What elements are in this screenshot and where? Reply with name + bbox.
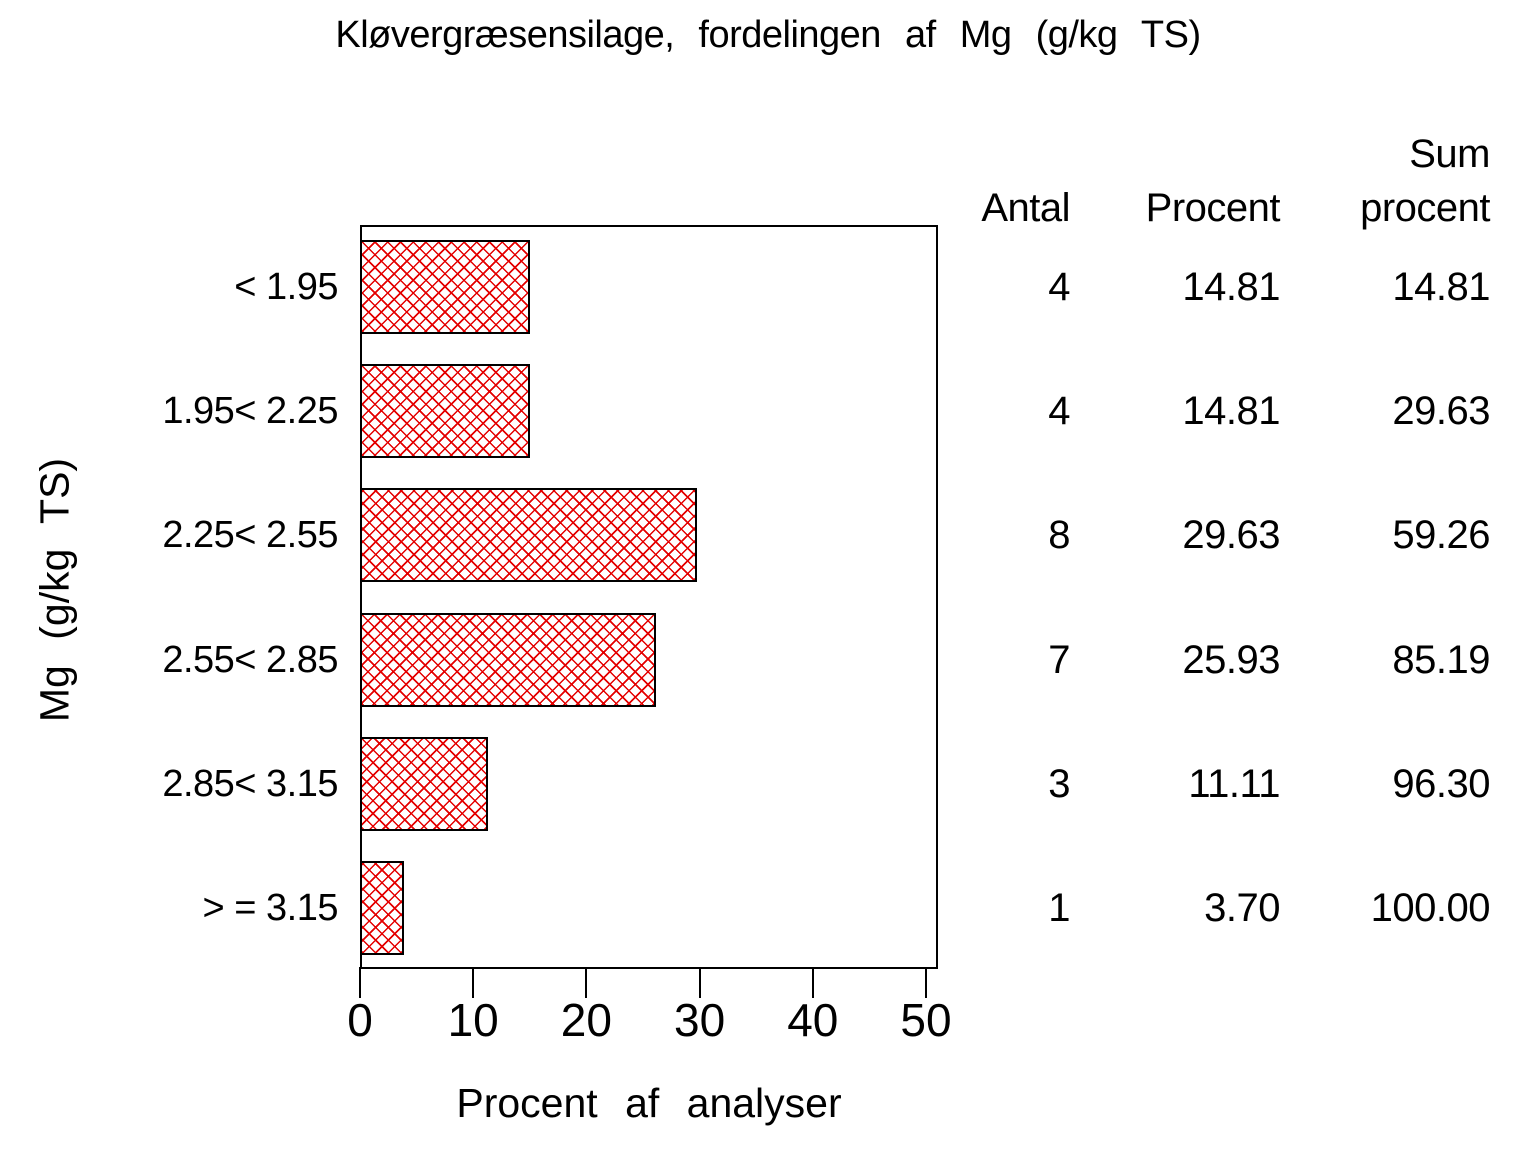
cell-procent: 25.93 [1182,637,1280,682]
x-tick-mark [925,967,927,998]
table-row: 1 3.70 100.00 [880,884,1490,932]
bar [360,488,697,583]
category-label: 2.55< 2.85 [162,638,338,681]
category-label: < 1.95 [234,266,338,308]
stats-header-line1: Sum [880,130,1490,178]
bar [360,736,488,831]
x-tick-mark [698,967,701,998]
table-row: 4 14.81 29.63 [880,387,1490,435]
table-row: 7 25.93 85.19 [880,636,1490,684]
x-tick-mark [585,967,588,998]
cell-antal: 7 [1048,637,1070,682]
cell-sum_procent: 96.30 [1392,761,1490,806]
stats-header-line2: Antal Procent procent [880,184,1490,232]
x-tick-label: 10 [447,994,499,1046]
category-label: 1.95< 2.25 [162,390,338,433]
header-sum-line1: Sum [1409,132,1490,176]
cell-sum_procent: 29.63 [1392,389,1490,434]
category-label: 2.85< 3.15 [162,762,338,805]
chart-title: Kløvergræsensilage, fordelingen af Mg (g… [335,14,1201,56]
x-tick-mark [359,967,361,998]
category-label: > = 3.15 [202,886,339,929]
x-tick-mark [472,967,475,998]
cell-sum_procent: 85.19 [1392,637,1490,682]
x-tick-label: 40 [787,994,839,1046]
plot-area [360,225,938,969]
cell-procent: 14.81 [1182,265,1280,309]
table-row: 4 14.81 14.81 [880,263,1490,311]
bar [360,364,530,459]
header-sum-line2: procent [1360,186,1490,230]
header-antal: Antal [981,186,1070,230]
category-label: 2.25< 2.55 [162,514,338,557]
bar [360,240,530,334]
table-row: 3 11.11 96.30 [880,760,1490,808]
cell-procent: 11.11 [1188,761,1280,806]
cell-procent: 3.70 [1204,885,1280,930]
cell-sum_procent: 14.81 [1392,265,1490,309]
cell-antal: 4 [1048,389,1070,434]
x-tick-label: 20 [560,994,612,1046]
table-row: 8 29.63 59.26 [880,511,1490,559]
cell-antal: 4 [1048,265,1070,309]
cell-procent: 14.81 [1182,389,1280,434]
x-tick-label: 30 [674,994,726,1046]
x-tick-label: 50 [900,994,952,1046]
x-tick-label: 0 [347,994,373,1046]
cell-sum_procent: 59.26 [1392,513,1490,558]
bar [360,860,404,955]
cell-procent: 29.63 [1182,513,1280,558]
bar [360,612,656,707]
cell-antal: 1 [1048,885,1070,930]
x-tick-mark [811,967,814,998]
x-axis-label: Procent af analyser [456,1080,842,1126]
cell-antal: 3 [1048,761,1070,806]
cell-sum_procent: 100.00 [1370,885,1491,930]
cell-antal: 8 [1048,513,1070,558]
header-procent: Procent [1145,186,1281,230]
